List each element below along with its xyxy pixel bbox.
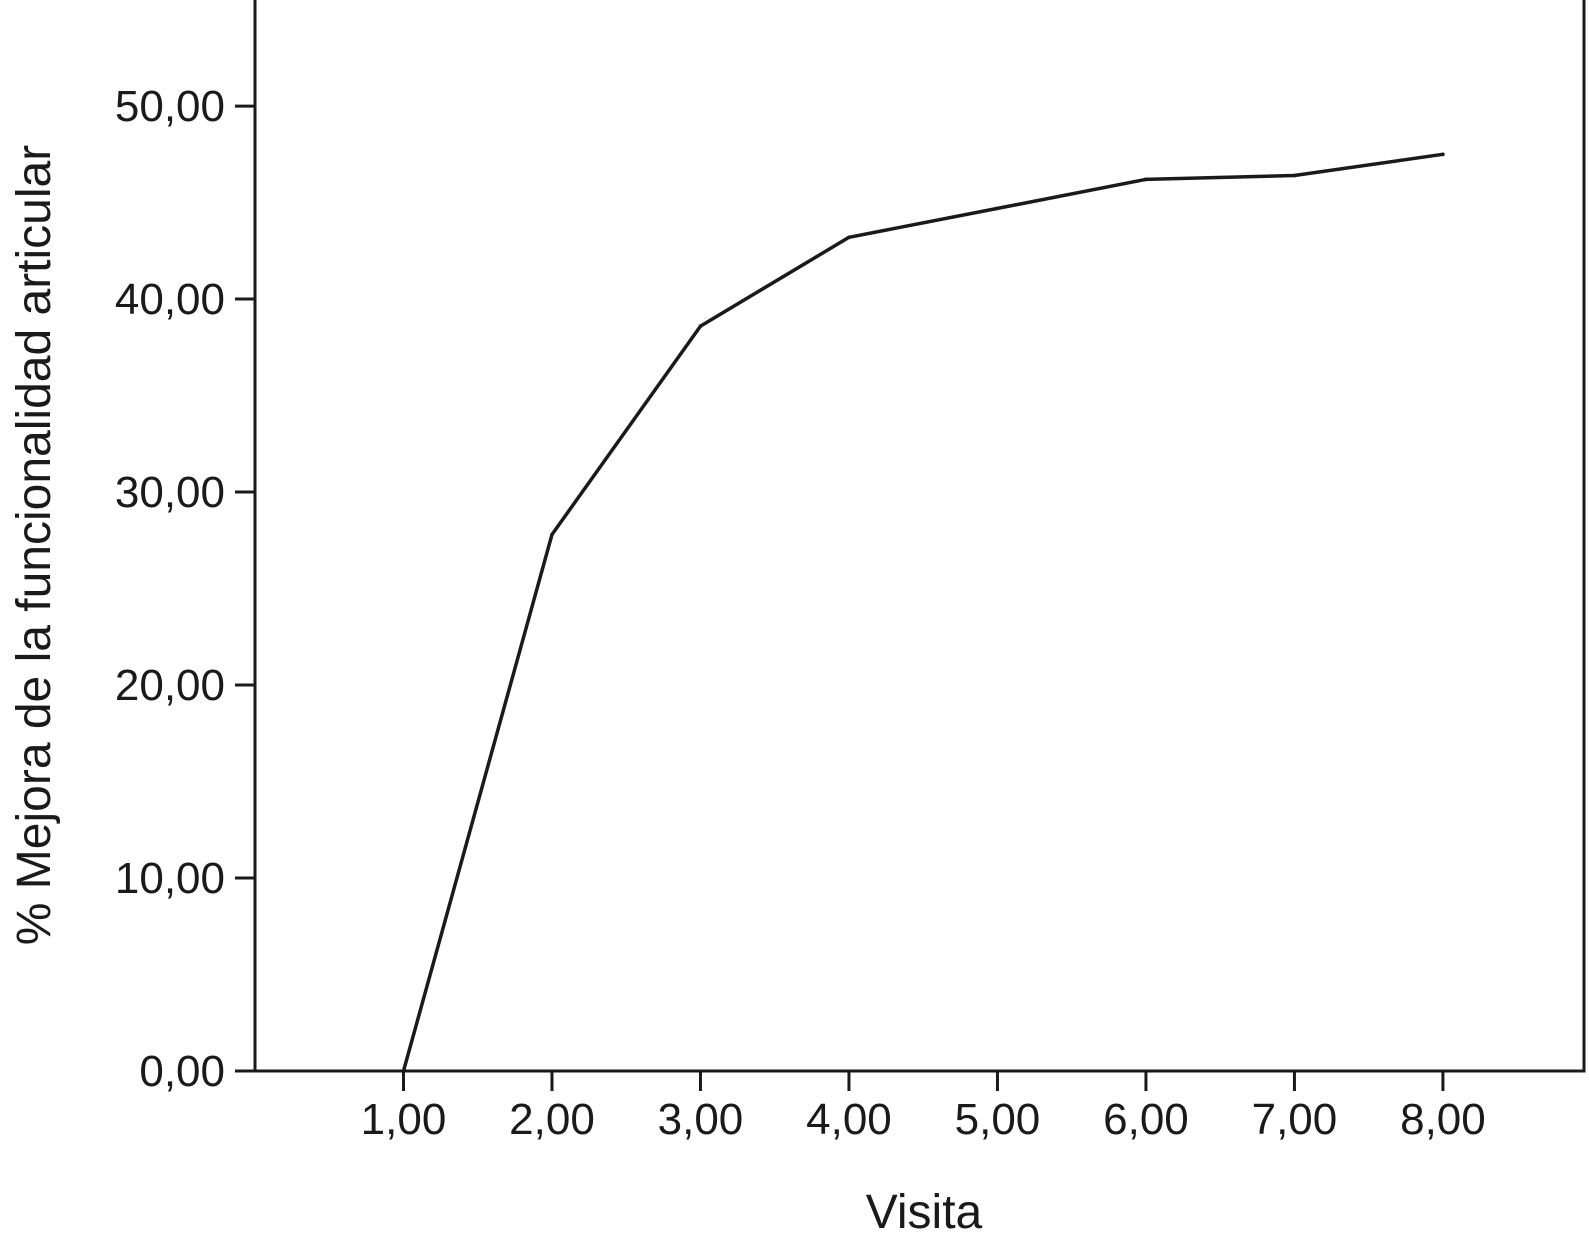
x-tick-label: 2,00 <box>509 1095 595 1144</box>
data-point <box>698 324 703 328</box>
x-tick-label: 1,00 <box>361 1095 447 1144</box>
x-tick-label: 8,00 <box>1400 1095 1486 1144</box>
data-point <box>1144 177 1148 182</box>
y-tick-label: 20,00 <box>115 661 225 710</box>
data-point <box>550 532 554 537</box>
x-tick-label: 3,00 <box>658 1095 744 1144</box>
y-tick-label: 10,00 <box>115 854 225 903</box>
series-layer <box>401 152 1445 1073</box>
x-axis-title: Visita <box>866 1186 983 1239</box>
x-tick-label: 5,00 <box>955 1095 1041 1144</box>
x-axis-ticks: 1,00 2,00 3,00 4,00 5,00 6,00 7,00 8,00 <box>361 1071 1486 1144</box>
data-point <box>1441 152 1445 157</box>
data-point <box>1292 173 1297 178</box>
y-axis-title: % Mejora de la funcionalidad articular <box>8 145 61 945</box>
x-tick-label: 6,00 <box>1103 1095 1189 1144</box>
data-point <box>847 235 851 240</box>
series-line <box>401 152 1444 1072</box>
y-tick-label: 30,00 <box>115 468 225 517</box>
y-tick-label: 50,00 <box>115 82 225 131</box>
x-tick-label: 7,00 <box>1252 1095 1338 1144</box>
y-tick-label: 0,00 <box>139 1047 225 1096</box>
x-tick-label: 4,00 <box>806 1095 892 1144</box>
y-tick-label: 40,00 <box>115 275 225 324</box>
plot-frame <box>253 0 1586 1073</box>
data-point <box>995 206 1000 211</box>
y-axis-ticks: 0,00 10,00 20,00 30,00 40,00 50,00 <box>115 82 255 1096</box>
data-point <box>401 1069 406 1073</box>
